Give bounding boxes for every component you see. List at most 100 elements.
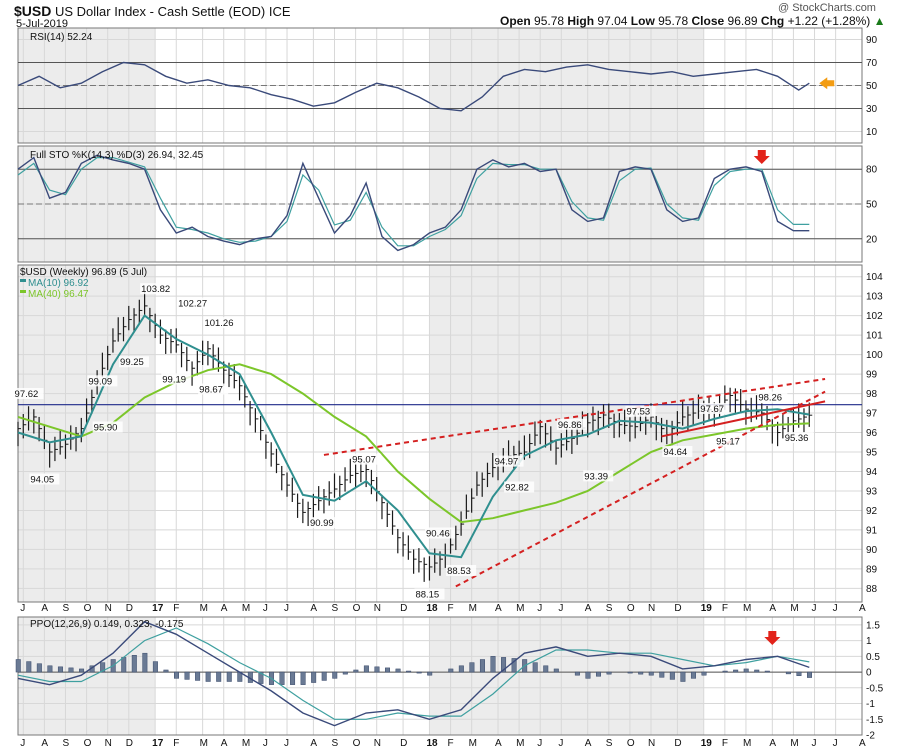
ppo-line bbox=[17, 620, 810, 727]
price-xtick-label-18: 18 bbox=[426, 603, 438, 614]
ppo-xtick-label-14: S bbox=[332, 738, 339, 749]
price-xtick-label-19: F bbox=[448, 603, 454, 614]
trendline-2 bbox=[661, 400, 826, 438]
sto-title: Full STO %K(14,3) %D(3) 26.94, 32.45 bbox=[30, 150, 204, 161]
high-value: 97.04 bbox=[597, 14, 628, 28]
price-label-bg-14 bbox=[446, 565, 477, 577]
rsi-line bbox=[17, 61, 810, 112]
price-label-bg-4 bbox=[119, 356, 150, 368]
ppo-hist-bar-60 bbox=[332, 671, 338, 679]
ppo-frame bbox=[17, 616, 863, 736]
price-label-19: 97.53 bbox=[626, 407, 650, 418]
chart-date: 5-Jul-2019 bbox=[16, 18, 68, 30]
ppo-xtick-label-10: M bbox=[242, 738, 250, 749]
price-label-12: 90.46 bbox=[426, 528, 450, 539]
price-label-14: 88.53 bbox=[447, 566, 471, 577]
ppo-xtick-label-13: A bbox=[310, 738, 317, 749]
ppo-hist-bar-38 bbox=[216, 671, 222, 682]
price-xtick-label-2: S bbox=[62, 603, 69, 614]
price-label-bg-6 bbox=[177, 297, 208, 309]
ppo-xtick-label-7: F bbox=[173, 738, 179, 749]
instrument-name: US Dollar Index - Cash Settle (EOD) bbox=[54, 4, 266, 19]
price-label-bg-19 bbox=[625, 405, 656, 417]
ppo-hist-bar-20 bbox=[121, 657, 127, 673]
ppo-xtick-label-33: A bbox=[769, 738, 776, 749]
ppo-xtick-label-28: N bbox=[648, 738, 655, 749]
price-ytick-label-7: 95 bbox=[866, 448, 878, 459]
price-label-18: 93.39 bbox=[584, 471, 608, 482]
ma10-line bbox=[17, 314, 810, 559]
price-xtick-label-25: A bbox=[585, 603, 592, 614]
price-label-bg-7 bbox=[161, 373, 192, 385]
ma40-legend-swatch bbox=[20, 290, 26, 293]
ppo-hist-bar-98 bbox=[532, 662, 538, 673]
price-xtick-label-4: N bbox=[105, 603, 112, 614]
price-xtick-label-10: M bbox=[242, 603, 250, 614]
price-ytick-label-9: 97 bbox=[866, 409, 878, 420]
ppo-xtick-label-12: J bbox=[284, 738, 289, 749]
sto-pctk-line bbox=[17, 154, 810, 252]
price-ytick-label-1: 89 bbox=[866, 564, 878, 575]
price-ytick-label-12: 100 bbox=[866, 350, 883, 361]
price-xtick-label-28: N bbox=[648, 603, 655, 614]
price-xtick-label-14: S bbox=[332, 603, 339, 614]
price-label-bg-18 bbox=[583, 470, 614, 482]
ppo-red-arrow-icon bbox=[764, 631, 781, 645]
ma10-legend-swatch bbox=[20, 279, 26, 282]
ppo-hist-bar-58 bbox=[321, 671, 327, 681]
price-label-7: 99.19 bbox=[162, 374, 186, 385]
price-xtick-label-5: D bbox=[126, 603, 133, 614]
ppo-hist-bar-34 bbox=[195, 671, 201, 681]
price-ytick-label-2: 90 bbox=[866, 545, 878, 556]
chart-header-title: $USD US Dollar Index - Cash Settle (EOD)… bbox=[14, 3, 291, 19]
price-xtick-label-8: M bbox=[200, 603, 208, 614]
price-xtick-label-9: A bbox=[221, 603, 228, 614]
price-label-16: 92.82 bbox=[505, 482, 529, 493]
ppo-ytick-label-5: 0.5 bbox=[866, 652, 880, 663]
ppo-hist-bar-4 bbox=[36, 663, 42, 673]
ppo-xtick-label-26: S bbox=[606, 738, 613, 749]
ppo-hist-bar-128 bbox=[690, 671, 696, 679]
ppo-hist-bar-112 bbox=[606, 671, 612, 675]
ppo-hist-bar-106 bbox=[574, 671, 580, 676]
ppo-hist-bar-2 bbox=[26, 661, 32, 673]
price-xtick-label-7: F bbox=[173, 603, 179, 614]
open-label: Open bbox=[500, 14, 531, 28]
price-label-2: 95.90 bbox=[94, 422, 118, 433]
ppo-ytick-label-3: -0.5 bbox=[866, 683, 884, 694]
ppo-hist-bar-102 bbox=[553, 668, 559, 673]
price-label-bg-2 bbox=[92, 421, 123, 433]
price-label-bg-17 bbox=[556, 418, 587, 430]
ppo-hist-bar-94 bbox=[511, 658, 517, 673]
ppo-hist-bar-54 bbox=[300, 671, 306, 685]
price-ytick-label-15: 103 bbox=[866, 292, 883, 303]
ppo-title: PPO(12,26,9) 0.149, 0.323, -0.175 bbox=[30, 619, 184, 630]
price-label-22: 95.17 bbox=[716, 437, 740, 448]
low-label: Low bbox=[630, 14, 655, 28]
ppo-hist-bar-66 bbox=[363, 665, 369, 673]
sto-red-arrow-icon bbox=[753, 150, 770, 164]
ppo-hist-bar-118 bbox=[638, 671, 644, 675]
ppo-hist-bar-40 bbox=[226, 671, 232, 682]
rsi-ytick-label-4: 90 bbox=[866, 35, 878, 46]
price-xtick-label-26: S bbox=[606, 603, 613, 614]
ppo-xtick-label-29: D bbox=[674, 738, 681, 749]
ppo-shade-1 bbox=[429, 617, 704, 735]
price-xtick-label-29: D bbox=[674, 603, 681, 614]
ppo-hist-bar-22 bbox=[131, 655, 137, 673]
quote-line: Open 95.78 High 97.04 Low 95.78 Close 96… bbox=[500, 14, 886, 28]
price-label-8: 101.26 bbox=[204, 318, 233, 329]
ppo-hist-bar-70 bbox=[385, 667, 390, 673]
chg-label: Chg bbox=[760, 14, 785, 28]
close-label: Close bbox=[691, 14, 725, 28]
chg-value: +1.22 (+1.28%) bbox=[787, 14, 871, 28]
ppo-hist-bar-124 bbox=[669, 671, 675, 680]
ppo-hist-bar-116 bbox=[627, 671, 633, 674]
price-xtick-label-13: A bbox=[310, 603, 317, 614]
ppo-hist-bar-56 bbox=[311, 671, 317, 683]
price-label-6: 102.27 bbox=[178, 298, 207, 309]
price-xtick-label-15: O bbox=[353, 603, 361, 614]
ppo-hist-bar-130 bbox=[701, 671, 707, 676]
price-label-bg-24 bbox=[783, 431, 814, 443]
